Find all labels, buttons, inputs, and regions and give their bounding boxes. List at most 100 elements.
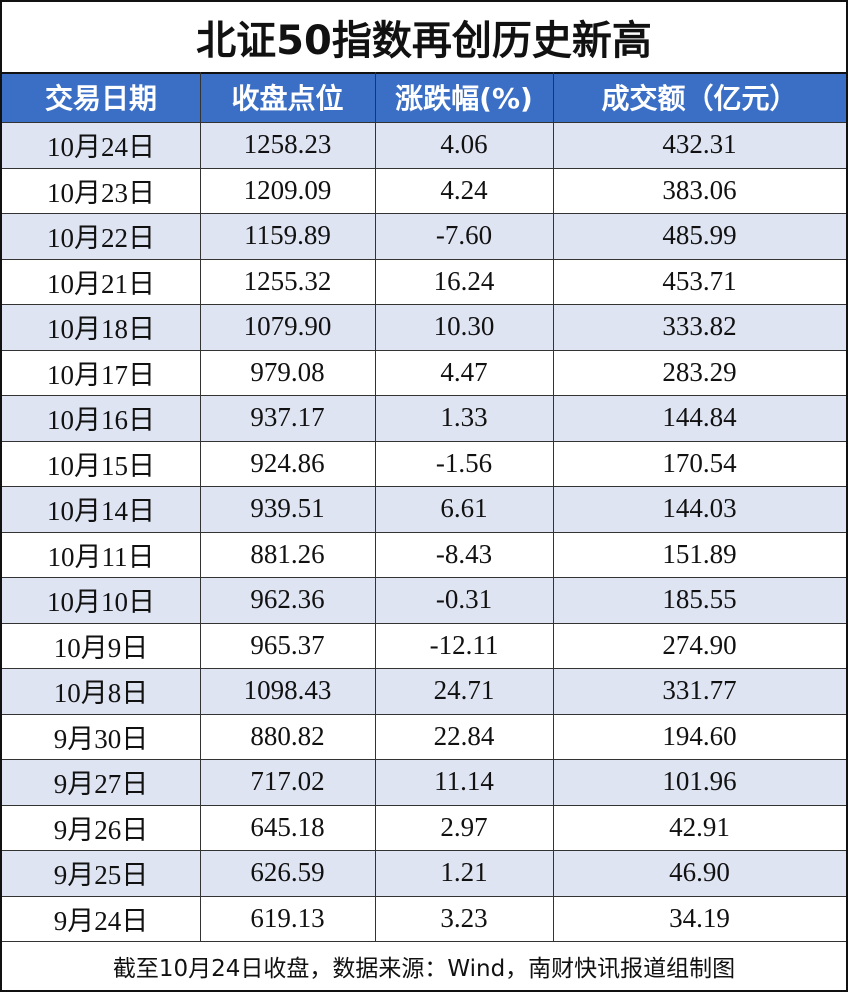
grid-line [2, 440, 846, 442]
row-background [2, 167, 846, 213]
table-cell: 939.51 [250, 493, 325, 524]
column-header: 成交额（亿元） [553, 72, 846, 122]
column-header: 交易日期 [2, 72, 200, 122]
row-background [2, 895, 846, 941]
grid-line [2, 72, 846, 74]
table-cell: 10月22日 [47, 223, 155, 254]
table-cell: -8.43 [435, 538, 493, 569]
table-cell: 9月27日 [53, 769, 149, 800]
grid-line [2, 577, 846, 578]
column-header: 涨跌幅(%) [375, 72, 553, 122]
table-cell: 962.36 [250, 584, 325, 615]
table-cell: 645.18 [250, 811, 325, 842]
table-cell: 880.82 [250, 720, 325, 751]
table-cell: 432.31 [662, 129, 737, 160]
grid-line [553, 72, 554, 941]
grid-line [2, 304, 846, 305]
grid-line [2, 531, 846, 533]
grid-line [2, 759, 846, 760]
grid-line [2, 258, 846, 260]
table-cell: 144.84 [662, 402, 737, 433]
table-cell: 10月9日 [53, 632, 149, 663]
table-cell: 717.02 [250, 766, 325, 797]
table-cell: 10月24日 [47, 132, 155, 163]
table-cell: 979.08 [250, 356, 325, 387]
table-cell: 10月14日 [47, 496, 155, 527]
table-cell: 46.90 [669, 857, 730, 888]
row-background [2, 258, 846, 304]
table-cell: 881.26 [250, 538, 325, 569]
table-cell: 283.29 [662, 356, 737, 387]
table-cell: 4.06 [440, 129, 488, 160]
table-cell: 333.82 [662, 311, 737, 342]
table-cell: 937.17 [250, 402, 325, 433]
table-cell: 626.59 [250, 857, 325, 888]
table-cell: 9月26日 [53, 814, 149, 845]
row-background [2, 349, 846, 395]
column-header: 收盘点位 [200, 72, 375, 122]
table-cell: 453.71 [662, 265, 737, 296]
table-cell: 10月16日 [47, 405, 155, 436]
grid-line [2, 167, 846, 169]
table-cell: 1258.23 [243, 129, 332, 160]
row-background [2, 622, 846, 668]
grid-line [2, 850, 846, 851]
table-cell: 10月18日 [47, 314, 155, 345]
table-cell: 1.21 [440, 857, 488, 888]
row-background [2, 304, 846, 350]
table-cell: 16.24 [433, 265, 495, 296]
table-cell: 9月30日 [53, 723, 149, 754]
row-background [2, 531, 846, 577]
table-cell: 6.61 [440, 493, 488, 524]
grid-line [2, 622, 846, 624]
table-cell: 4.47 [440, 356, 488, 387]
table-cell: 10月10日 [47, 587, 155, 618]
footer: 截至10月24日收盘，数据来源：Wind，南财快讯报道组制图 [112, 955, 736, 982]
table-cell: 331.77 [662, 675, 737, 706]
grid-line [200, 72, 201, 941]
table-cell: 274.90 [662, 629, 737, 660]
table-cell: 170.54 [662, 447, 737, 478]
grid-line [375, 72, 376, 941]
grid-line [2, 122, 846, 123]
table-cell: 9月24日 [53, 905, 149, 936]
table-cell: 1209.09 [243, 174, 332, 205]
table-cell: 965.37 [250, 629, 325, 660]
table-cell: 1255.32 [243, 265, 332, 296]
row-background [2, 440, 846, 486]
row-background [2, 122, 846, 168]
table-cell: 10.30 [433, 311, 495, 342]
grid-line [2, 349, 846, 351]
table-cell: 3.23 [440, 902, 488, 933]
table-cell: 10月11日 [47, 541, 155, 572]
table-cell: 619.13 [250, 902, 325, 933]
table-cell: 2.97 [440, 811, 488, 842]
table-cell: 9月25日 [53, 860, 149, 891]
table-cell: 10月8日 [53, 678, 149, 709]
table-cell: 10月17日 [47, 359, 155, 390]
table-cell: -0.31 [435, 584, 493, 615]
table-cell: 34.19 [669, 902, 730, 933]
table-cell: 101.96 [662, 766, 737, 797]
table-cell: 10月23日 [47, 177, 155, 208]
row-background [2, 395, 846, 441]
table-cell: 144.03 [662, 493, 737, 524]
table-cell: -12.11 [429, 629, 499, 660]
row-background [2, 213, 846, 259]
table-cell: 1.33 [440, 402, 488, 433]
table-cell: 383.06 [662, 174, 737, 205]
table-cell: 11.14 [434, 766, 494, 797]
grid-line [2, 213, 846, 214]
table-cell: 194.60 [662, 720, 737, 751]
table-cell: 1098.43 [243, 675, 332, 706]
table-cell: 185.55 [662, 584, 737, 615]
row-background [2, 759, 846, 805]
title: 北证50指数再创历史新高 [196, 18, 652, 64]
table-cell: 485.99 [662, 220, 737, 251]
row-background [2, 577, 846, 623]
table-cell: 924.86 [250, 447, 325, 478]
table-cell: 10月21日 [47, 268, 155, 299]
row-background [2, 804, 846, 850]
grid-line [2, 395, 846, 396]
